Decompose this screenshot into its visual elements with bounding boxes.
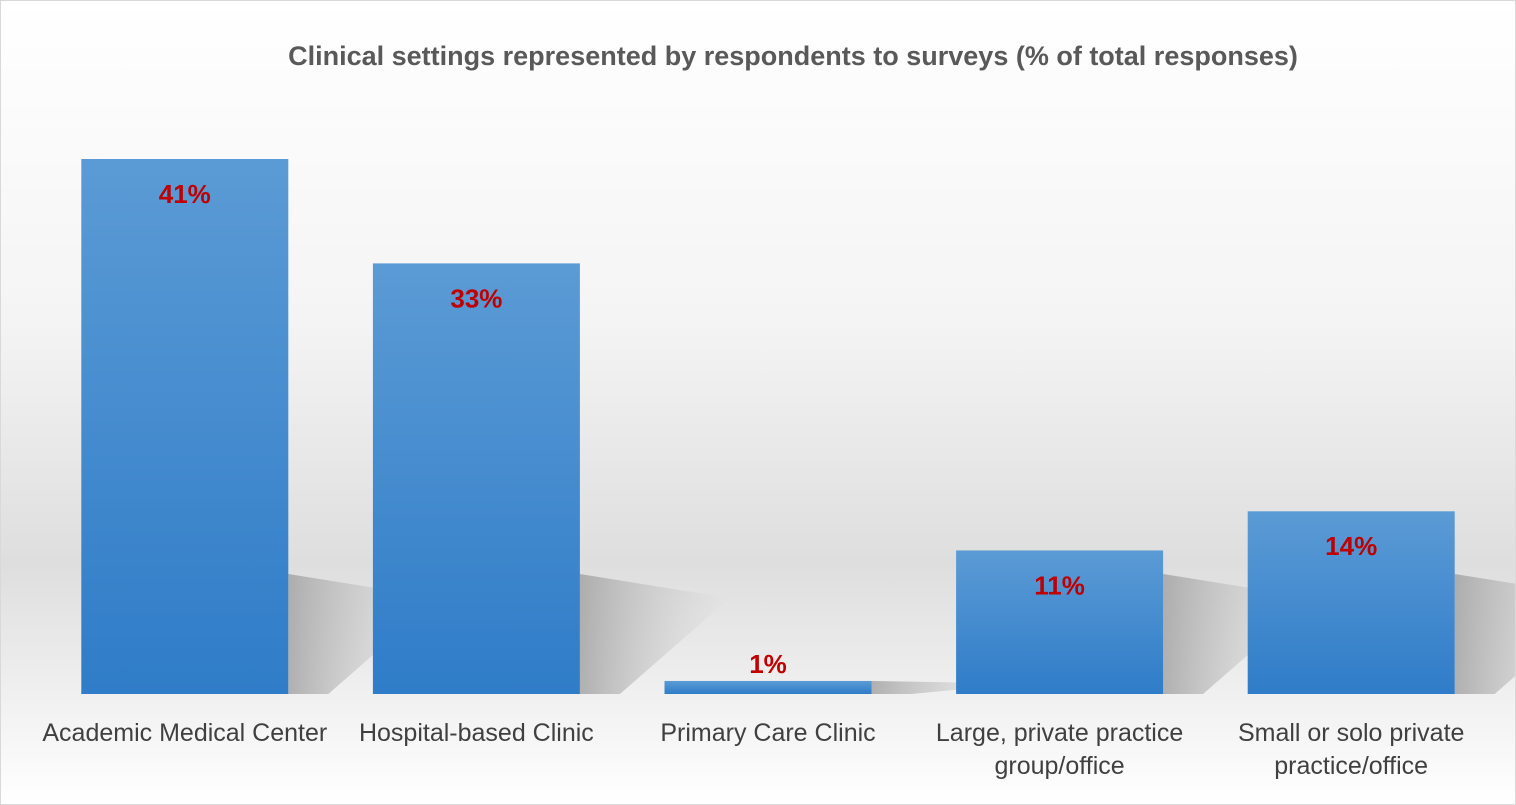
- bar-shadow: [579, 574, 730, 694]
- x-tick-label: Small or solo private practice/office: [1237, 719, 1465, 780]
- bar: [372, 263, 580, 694]
- x-tick-label: Large, private practice group/office: [935, 719, 1184, 780]
- data-label: 14%: [1325, 531, 1377, 561]
- x-tick-label: Academic Medical Center: [42, 719, 328, 747]
- data-label: 1%: [749, 649, 787, 679]
- chart-title: Clinical settings represented by respond…: [288, 41, 1298, 71]
- data-label: 41%: [159, 179, 211, 209]
- bar-shadow: [1454, 574, 1515, 694]
- data-label: 11%: [1034, 570, 1085, 600]
- x-tick-label: Hospital-based Clinic: [358, 719, 594, 747]
- bar: [956, 550, 1164, 694]
- bar: [1247, 511, 1455, 694]
- bar: [664, 680, 872, 694]
- x-tick-label: Primary Care Clinic: [660, 719, 876, 747]
- data-label: 33%: [450, 283, 502, 313]
- bar: [81, 159, 289, 694]
